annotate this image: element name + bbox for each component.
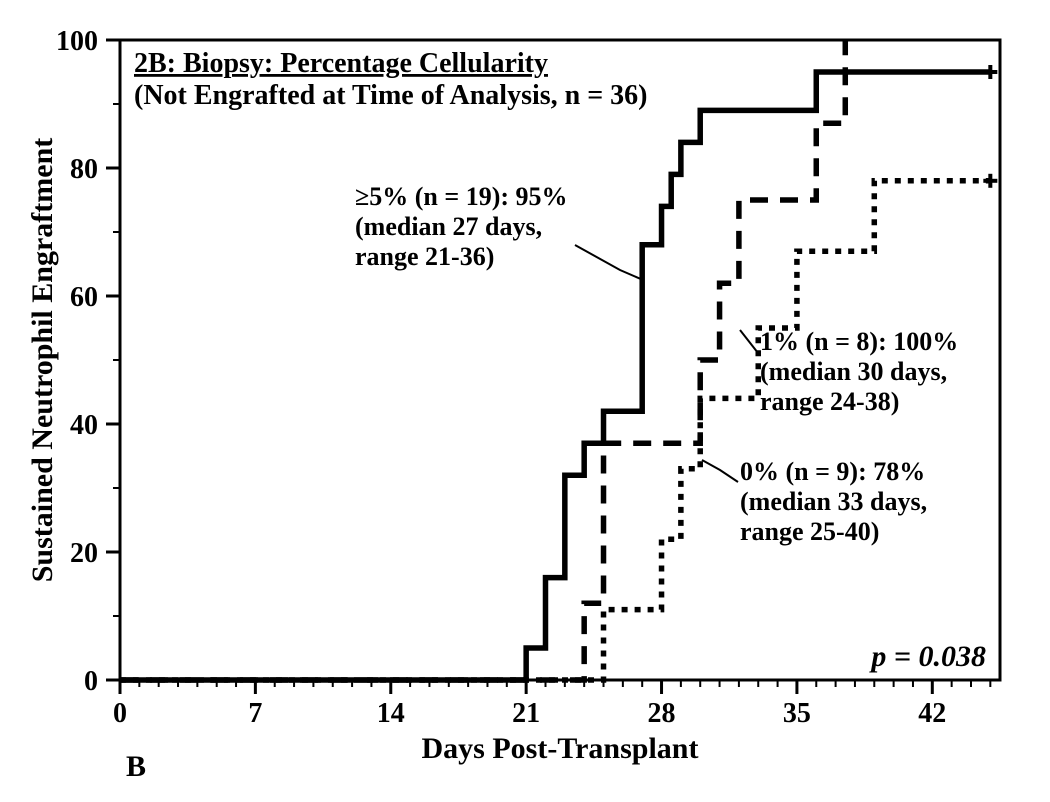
annotation-zero_pct-line0: 0% (n = 9): 78% [740, 457, 925, 486]
x-tick-label: 7 [248, 698, 262, 729]
y-tick-label: 60 [70, 282, 98, 313]
leader-one_pct [740, 330, 758, 353]
leader-ge5 [575, 245, 643, 280]
x-tick-label: 0 [113, 698, 127, 729]
leader-zero_pct [702, 460, 738, 482]
annotation-zero_pct-line2: range 25-40) [740, 517, 879, 546]
y-tick-label: 40 [70, 410, 98, 441]
km-chart: 0 7 14 21 28 35 42 Days Post-Transplant 0 20 40 60 8… [20, 20, 1030, 782]
figure-title: 2B: Biopsy: Percentage Cellularity [134, 48, 548, 79]
x-tick-label: 21 [512, 698, 540, 729]
annotation-one_pct-line1: (median 30 days, [760, 357, 947, 386]
y-tick-label: 80 [70, 154, 98, 185]
y-axis-title: Sustained Neutrophil Engraftment [26, 138, 59, 583]
annotation-ge5-line0: ≥5% (n = 19): 95% [355, 182, 568, 211]
x-axis-title: Days Post-Transplant [422, 732, 699, 765]
annotation-ge5-line2: range 21-36) [355, 242, 494, 271]
figure-subtitle: (Not Engrafted at Time of Analysis, n = … [134, 80, 648, 111]
x-tick-label: 35 [783, 698, 811, 729]
p-value: p = 0.038 [868, 640, 986, 673]
annotation-one_pct-line2: range 24-38) [760, 387, 899, 416]
y-tick-label: 0 [84, 666, 98, 697]
panel-letter: B [126, 750, 146, 782]
y-tick-label: 20 [70, 538, 98, 569]
annotation-zero_pct-line1: (median 33 days, [740, 487, 927, 516]
annotation-ge5-line1: (median 27 days, [355, 212, 542, 241]
annotation-one_pct-line0: 1% (n = 8): 100% [760, 327, 958, 356]
y-tick-label: 100 [56, 26, 98, 57]
x-tick-label: 14 [377, 698, 405, 729]
chart-container: 0 7 14 21 28 35 42 Days Post-Transplant 0 20 40 60 8… [20, 20, 1030, 782]
series-one_pct [120, 40, 845, 680]
series-zero_pct [120, 181, 990, 680]
x-tick-label: 28 [648, 698, 676, 729]
x-tick-label: 42 [918, 698, 946, 729]
